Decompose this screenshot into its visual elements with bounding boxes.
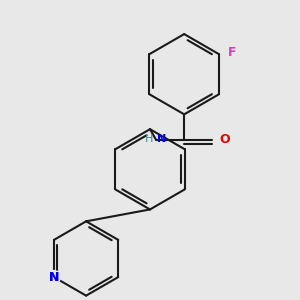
Text: O: O — [220, 133, 230, 146]
Text: F: F — [228, 46, 236, 59]
Text: N: N — [49, 271, 59, 284]
Text: H: H — [145, 134, 153, 144]
Text: N: N — [49, 271, 59, 284]
Text: N: N — [157, 134, 166, 144]
Circle shape — [47, 271, 61, 284]
